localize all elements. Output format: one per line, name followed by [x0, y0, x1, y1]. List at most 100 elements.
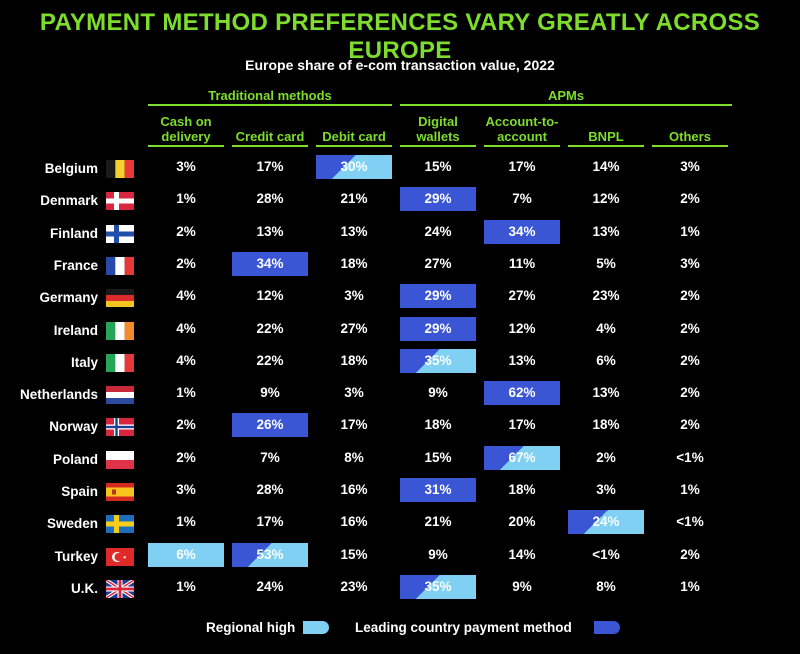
value-cell: 13%: [592, 385, 620, 401]
value-cell: 22%: [256, 320, 284, 336]
value-cell: 7%: [512, 191, 532, 207]
column-underline: [400, 145, 476, 147]
value-cell: 5%: [596, 255, 616, 271]
value-cell: 4%: [176, 320, 196, 336]
column-header: Account-to- account: [485, 114, 559, 144]
value-cell: 29%: [400, 187, 476, 212]
value-cell: 1%: [176, 191, 196, 207]
belgium-flag: [106, 160, 134, 178]
value-cell: 29%: [400, 316, 476, 341]
column-underline: [568, 145, 644, 147]
value-cell: 20%: [508, 514, 536, 530]
value-cell: 3%: [344, 288, 364, 304]
country-label: Denmark: [40, 193, 98, 209]
country-label: Germany: [39, 290, 98, 306]
value-cell: 62%: [484, 381, 560, 406]
value-cell: 28%: [256, 191, 284, 207]
value-cell: 1%: [680, 223, 700, 239]
france-flag: [106, 256, 134, 275]
value-cell: 13%: [592, 223, 620, 239]
table-row: Belgium 3% 17% 30% 15% 17% 14% 3%: [0, 155, 800, 187]
value-cell: 2%: [680, 288, 700, 304]
chart-subtitle: Europe share of e-com transaction value,…: [245, 57, 555, 73]
column-header: Digital wallets: [416, 114, 460, 144]
value-cell: 13%: [508, 352, 536, 368]
value-cell: 53%: [232, 542, 308, 567]
value-cell: 12%: [508, 320, 536, 336]
netherlands-flag: [106, 386, 134, 405]
value-cell: 18%: [424, 417, 452, 433]
value-cell: 35%: [400, 348, 476, 373]
value-cell: 16%: [340, 514, 368, 530]
value-cell: 2%: [596, 449, 616, 465]
value-cell: 24%: [568, 510, 644, 535]
group-divider-traditional: [148, 104, 392, 106]
value-cell: 18%: [592, 417, 620, 433]
value-cell: 1%: [680, 578, 700, 594]
legend-regional-high-label: Regional high: [206, 620, 296, 635]
value-cell: 15%: [340, 546, 368, 562]
value-cell: 18%: [508, 482, 536, 497]
value-cell: 2%: [176, 223, 196, 239]
value-cell: 26%: [232, 413, 308, 438]
table-row: Germany 4% 12% 3% 29% 27% 23% 2%: [0, 284, 800, 316]
table-row: Turkey 6% 53% 15% 9% 14% <1% 2%: [0, 542, 800, 575]
country-label: Spain: [61, 484, 98, 499]
poland-flag: [106, 450, 134, 469]
column-header: Credit card: [235, 129, 305, 144]
value-cell: 2%: [680, 385, 700, 401]
value-cell: 24%: [256, 578, 284, 594]
value-cell: 67%: [484, 445, 560, 470]
table-row: Norway 2% 26% 17% 18% 17% 18% 2%: [0, 413, 800, 445]
value-cell: 17%: [508, 159, 536, 174]
value-cell: 13%: [256, 223, 284, 239]
value-cell: 2%: [680, 320, 700, 336]
value-cell: 8%: [344, 449, 364, 465]
value-cell: 1%: [680, 482, 700, 497]
column-underline: [652, 145, 728, 147]
value-cell: 15%: [424, 449, 452, 465]
value-cell: <1%: [592, 546, 620, 562]
group-label-apms: APMs: [547, 88, 585, 103]
value-cell: 15%: [424, 159, 452, 174]
value-cell: 2%: [680, 352, 700, 368]
value-cell: 27%: [508, 288, 536, 304]
value-cell: 14%: [508, 546, 536, 562]
value-cell: 6%: [148, 542, 224, 567]
chart-title: PAYMENT METHOD PREFERENCES VARY GREATLY …: [39, 9, 761, 64]
value-cell: 30%: [316, 155, 392, 179]
value-cell: 2%: [680, 191, 700, 207]
finland-flag: [106, 224, 134, 243]
value-cell: 34%: [484, 219, 560, 244]
value-cell: 3%: [680, 159, 700, 174]
value-cell: 21%: [340, 191, 368, 207]
country-label: Turkey: [54, 548, 98, 564]
value-cell: 27%: [340, 320, 368, 336]
column-underline: [316, 145, 392, 147]
value-cell: 11%: [508, 255, 536, 271]
value-cell: 16%: [340, 482, 368, 497]
table-row: Netherlands 1% 9% 3% 9% 62% 13% 2%: [0, 381, 800, 413]
value-cell: 1%: [176, 385, 196, 401]
table-row: U.K. 1% 24% 23% 35% 9% 8% 1%: [0, 574, 800, 607]
value-cell: <1%: [676, 514, 704, 530]
value-cell: 2%: [680, 417, 700, 433]
value-cell: 17%: [340, 417, 368, 433]
country-label: U.K.: [71, 580, 98, 596]
value-cell: 3%: [176, 159, 196, 174]
value-cell: 7%: [260, 449, 280, 465]
value-cell: 3%: [680, 255, 700, 271]
value-cell: 31%: [400, 478, 476, 502]
country-label: Sweden: [46, 516, 98, 532]
group-divider-apms: [400, 104, 732, 106]
column-underline: [232, 145, 308, 147]
table-row: Sweden 1% 17% 16% 21% 20% 24% <1%: [0, 510, 800, 542]
turkey-flag: [106, 547, 134, 566]
legend-leading-label: Leading country payment method: [355, 620, 572, 635]
table-row: Poland 2% 7% 8% 15% 67% 2% <1%: [0, 445, 800, 478]
value-cell: 13%: [340, 223, 368, 239]
value-cell: 18%: [340, 352, 368, 368]
column-header: BNPL: [588, 129, 624, 144]
table-row: Denmark 1% 28% 21% 29% 7% 12% 2%: [0, 187, 800, 219]
uk-flag: [106, 579, 134, 598]
